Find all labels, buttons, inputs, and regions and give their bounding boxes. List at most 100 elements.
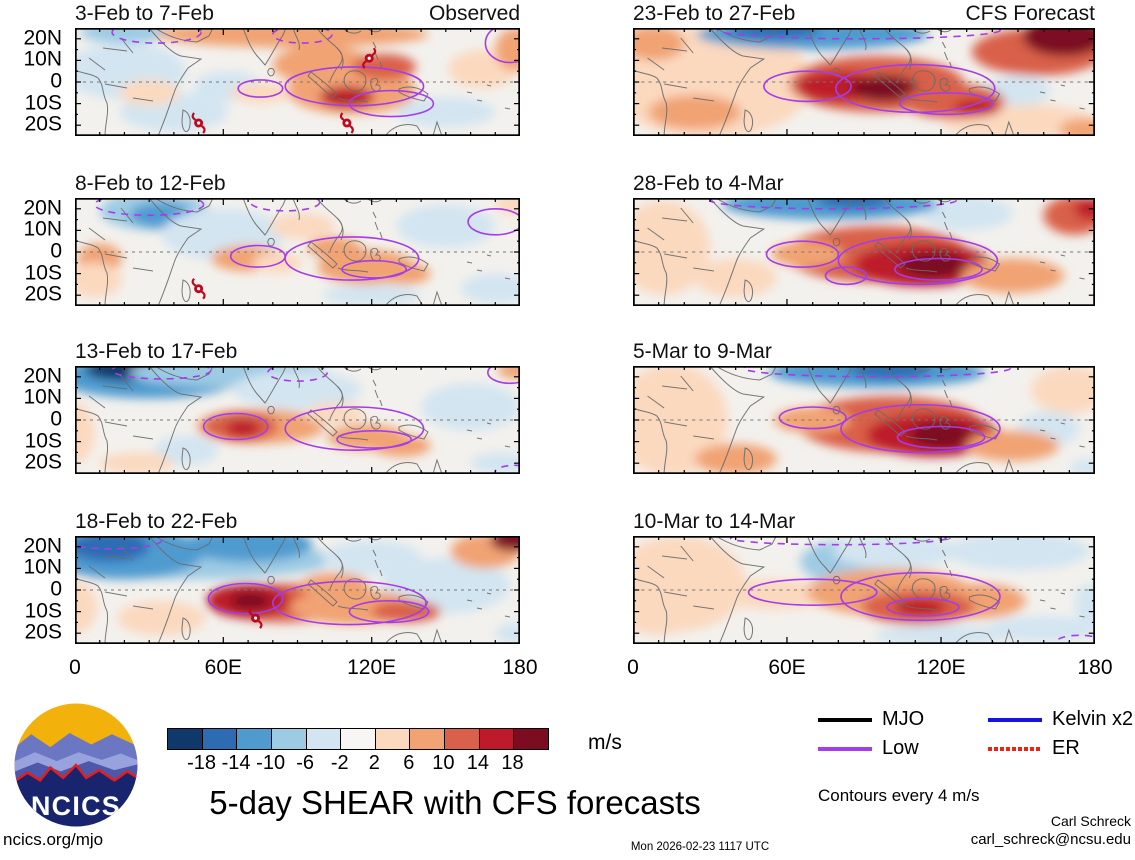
figure-title: 5-day SHEAR with CFS forecasts bbox=[209, 784, 701, 821]
panel-corner-label: Observed bbox=[428, 2, 520, 25]
y-axis-labels: 20N 10N 0 10S 20S bbox=[0, 364, 70, 474]
panels-grid: 3-Feb to 7-Feb Observed 20N 10N 0 10S 20S 23-Fe… bbox=[0, 2, 1112, 682]
legend-label: MJO bbox=[882, 708, 925, 730]
y-tick-label: 20S bbox=[24, 450, 62, 474]
map-panel bbox=[633, 366, 1095, 474]
y-axis-labels: 20N 10N 0 10S 20S bbox=[0, 534, 70, 644]
legend-label: Kelvin x2 bbox=[1052, 708, 1134, 730]
wave-contours bbox=[716, 28, 1001, 116]
x-tick-label: 180 bbox=[502, 656, 538, 679]
map-panel bbox=[633, 536, 1095, 644]
x-tick-label: 0 bbox=[627, 656, 639, 679]
colorbar-cell bbox=[374, 729, 410, 749]
coastlines bbox=[633, 366, 1085, 474]
panel-title: 28-Feb to 4-Mar bbox=[633, 172, 784, 195]
ncics-logo: NCICS bbox=[14, 703, 138, 827]
anomaly-shading bbox=[633, 198, 1095, 298]
coastlines bbox=[633, 536, 1085, 644]
x-tick-label: 180 bbox=[1077, 656, 1113, 679]
footer-credit: Carl Schreck bbox=[1050, 813, 1131, 829]
colorbar-cell bbox=[478, 729, 514, 749]
panel-border bbox=[75, 28, 520, 136]
colorbar-tick-label: -10 bbox=[256, 752, 286, 774]
colorbar-tick-label: 18 bbox=[501, 752, 524, 774]
y-tick-label: 10N bbox=[23, 385, 62, 409]
map-panel-svg bbox=[633, 198, 1095, 306]
y-tick-label: 20S bbox=[24, 620, 62, 644]
x-tick-label: 120E bbox=[347, 656, 397, 679]
legend-line-low bbox=[818, 747, 872, 751]
colorbar-cell bbox=[513, 729, 549, 749]
y-tick-label: 0 bbox=[50, 69, 62, 93]
footer-timestamp: Mon 2026-02-23 1117 UTC bbox=[630, 841, 770, 853]
legend-line-mjo bbox=[818, 718, 872, 722]
x-tick-label: 120E bbox=[916, 656, 966, 679]
cyclone-icon bbox=[339, 112, 354, 134]
map-panel bbox=[75, 366, 520, 474]
coastlines bbox=[75, 536, 511, 644]
colorbar-tick-label: -2 bbox=[330, 752, 349, 774]
colorbar-tick-label: -18 bbox=[187, 752, 216, 774]
y-tick-label: 0 bbox=[50, 407, 62, 431]
coastlines bbox=[633, 28, 1085, 136]
x-tick-label: 60E bbox=[768, 656, 806, 679]
colorbar-tick-label: 14 bbox=[466, 752, 490, 774]
map-panel-svg bbox=[633, 536, 1095, 644]
legend-line-er bbox=[988, 747, 1042, 751]
anomaly-shading bbox=[633, 366, 1095, 474]
colorbar bbox=[167, 728, 549, 750]
wave-contours bbox=[742, 366, 1012, 454]
wave-contours bbox=[729, 536, 1095, 644]
y-tick-label: 20N bbox=[23, 364, 62, 388]
colorbar-labels: -18 -14 -10 -6 -2 2 6 10 14 18 bbox=[0, 752, 1135, 776]
colorbar-tick-label: -6 bbox=[296, 752, 315, 774]
y-tick-label: 20S bbox=[24, 112, 62, 136]
map-panel-svg bbox=[633, 366, 1095, 474]
cyclone-icon bbox=[191, 112, 206, 134]
map-panel-svg bbox=[633, 28, 1095, 136]
y-axis-labels: 20N 10N 0 10S 20S bbox=[0, 196, 70, 306]
anomaly-shading bbox=[75, 536, 520, 644]
panel-title: 5-Mar to 9-Mar bbox=[633, 340, 772, 363]
colorbar-tick-label: 2 bbox=[368, 752, 380, 774]
footer-email: carl_schreck@ncsu.edu bbox=[970, 831, 1131, 848]
legend-line-kelvin-x2 bbox=[988, 718, 1042, 722]
y-tick-label: 20N bbox=[23, 26, 62, 50]
y-tick-label: 10N bbox=[23, 555, 62, 579]
map-panel bbox=[633, 198, 1095, 306]
panel-border bbox=[633, 536, 1095, 644]
panel-title: 10-Mar to 14-Mar bbox=[633, 510, 796, 533]
panel-border bbox=[633, 28, 1095, 136]
map-panel bbox=[75, 198, 520, 306]
logo-text: NCICS bbox=[31, 791, 121, 821]
x-axis-labels: 0 60E 120E 180 bbox=[627, 656, 1112, 682]
wave-contours bbox=[94, 198, 520, 281]
panel-title: 3-Feb to 7-Feb bbox=[75, 2, 214, 25]
colorbar-cell bbox=[236, 729, 271, 749]
panel-border bbox=[75, 198, 520, 306]
cyclone-icon bbox=[248, 607, 263, 629]
colorbar-tick-label: 6 bbox=[403, 752, 415, 774]
panel-border bbox=[633, 366, 1095, 474]
panel-title: 8-Feb to 12-Feb bbox=[75, 172, 226, 195]
colorbar-cell bbox=[305, 729, 341, 749]
colorbar-units: m/s bbox=[588, 731, 622, 754]
map-panel bbox=[633, 28, 1095, 136]
y-tick-label: 10S bbox=[24, 91, 62, 115]
colorbar-cell bbox=[444, 729, 479, 749]
colorbar-cell bbox=[409, 729, 445, 749]
colorbar-cell bbox=[201, 729, 237, 749]
panel-border bbox=[75, 366, 520, 474]
y-tick-label: 20N bbox=[23, 196, 62, 220]
panel-title: 18-Feb to 22-Feb bbox=[75, 510, 238, 533]
contour-note: Contours every 4 m/s bbox=[818, 786, 980, 805]
anomaly-shading bbox=[75, 198, 520, 306]
map-panel bbox=[75, 28, 520, 136]
map-panel-svg bbox=[75, 536, 520, 644]
x-tick-label: 0 bbox=[69, 656, 81, 679]
y-tick-label: 0 bbox=[50, 239, 62, 263]
map-panel-svg bbox=[75, 366, 520, 474]
colorbar-cell bbox=[168, 729, 202, 749]
y-tick-label: 10N bbox=[23, 47, 62, 71]
